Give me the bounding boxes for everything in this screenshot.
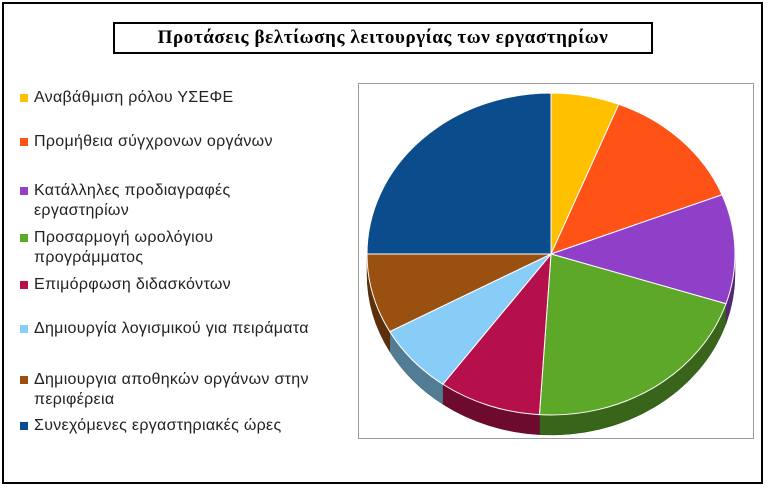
plot-area [358, 83, 754, 439]
legend-swatch [20, 187, 28, 195]
legend-label: Προσαρμογή ωρολόγιου προγράμματος [34, 229, 214, 266]
legend-label: Δημιουργια αποθηκών οργάνων στην περιφέρ… [34, 371, 309, 408]
pie-slice-7 [366, 253, 552, 333]
legend-label: Κατάλληλες προδιαγραφές εργαστηρίων [34, 182, 231, 219]
chart-title: Προτάσεις βελτίωσης λειτουργίας των εργα… [157, 27, 609, 48]
legend-swatch [20, 138, 28, 146]
pie-slice-8 [366, 92, 552, 255]
legend-swatch [20, 234, 28, 242]
legend-swatch [20, 94, 28, 102]
legend-label: Δημιουργία λογισμικού για πειράματα [34, 320, 309, 337]
legend-swatch [20, 325, 28, 333]
legend-label: Επιμόρφωση διδασκόντων [34, 276, 231, 293]
pie-chart [366, 92, 736, 436]
legend-label: Αναβάθμιση ρόλου ΥΣΕΦΕ [34, 89, 234, 106]
legend-swatch [20, 376, 28, 384]
chart-legend: Αναβάθμιση ρόλου ΥΣΕΦΕ Προμήθεια σύγχρον… [20, 0, 360, 488]
pie-top-group [366, 92, 736, 416]
legend-swatch [20, 422, 28, 430]
pie-slice-3 [549, 194, 736, 305]
pie-slice-5 [442, 252, 552, 416]
legend-swatch [20, 281, 28, 289]
legend-label: Συνεχόμενες εργαστηριακές ώρες [34, 417, 282, 434]
chart-title-box: Προτάσεις βελτίωσης λειτουργίας των εργα… [113, 22, 653, 54]
legend-label: Προμήθεια σύγχρονων οργάνων [34, 133, 273, 150]
pie-slice-2 [550, 103, 723, 255]
pie-slice-4 [538, 253, 727, 416]
